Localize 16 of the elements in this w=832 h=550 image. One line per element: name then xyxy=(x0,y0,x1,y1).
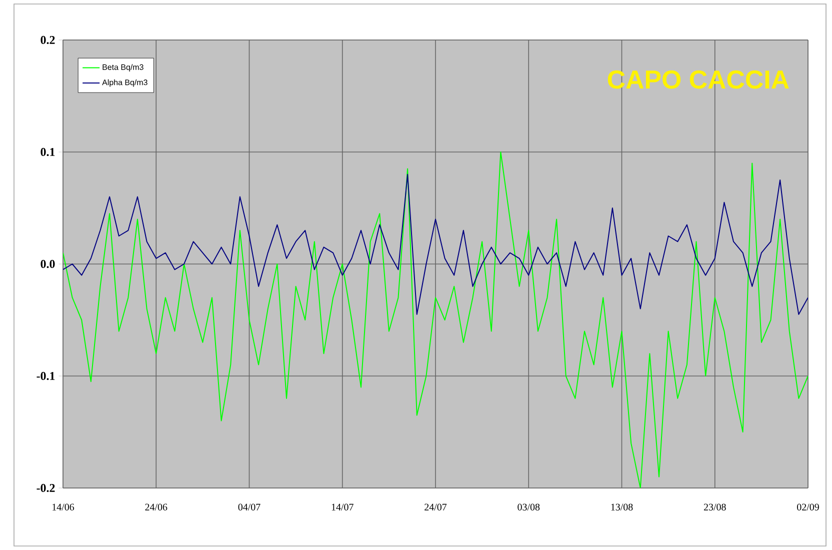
x-tick-label: 03/08 xyxy=(518,504,540,510)
x-tick-label: 23/08 xyxy=(704,504,726,510)
y-tick-label: 0.1 xyxy=(40,148,55,156)
x-tick-label: 13/08 xyxy=(611,504,633,510)
line-series xyxy=(63,151,808,488)
x-tick-label: 14/07 xyxy=(332,504,354,510)
x-tick-label: 24/07 xyxy=(424,504,447,510)
x-tick-label: 02/09 xyxy=(797,504,819,510)
x-tick-label: 24/06 xyxy=(145,504,168,510)
y-tick-label: 0.2 xyxy=(40,36,55,44)
y-tick-label: -0.2 xyxy=(36,484,55,492)
text: CAPO CACCIA xyxy=(608,70,789,89)
x-tick-label: 14/06 xyxy=(52,504,74,510)
x-tick-label: 04/07 xyxy=(238,504,260,510)
y-tick-label: 0.0 xyxy=(40,260,55,268)
y-tick-label: -0.1 xyxy=(36,372,55,380)
